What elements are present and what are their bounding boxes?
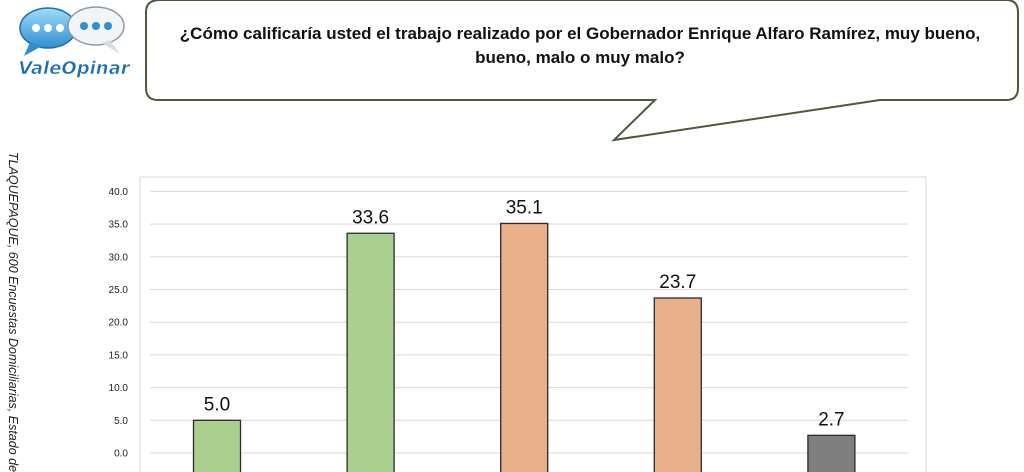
bar: [653, 297, 702, 472]
bar-value-label: 35.1: [506, 197, 543, 218]
survey-side-note: TLAQUEPAQUE, 600 Encuestas Domiciliarias…: [6, 152, 20, 472]
y-tick-label: 40.0: [109, 187, 129, 198]
y-tick-label: 5.0: [114, 416, 128, 427]
speech-bubble-outline: [145, 0, 1019, 142]
y-tick-label: 35.0: [109, 220, 129, 231]
y-axis-ticks: 0.0 5.0 10.0 15.0 20.0 25.0 30.0 35.0 40.0: [109, 187, 129, 460]
y-tick-label: 0.0: [114, 449, 128, 460]
chat-bubbles-icon: [19, 6, 125, 56]
speech-bubble: [145, 0, 1019, 142]
bar-value-label: 2.7: [818, 409, 844, 430]
bar: [192, 419, 242, 472]
valeopinar-logo: ValeOpinar: [18, 6, 131, 79]
bar: [346, 232, 395, 472]
bars: [192, 222, 856, 472]
y-tick-label: 20.0: [109, 318, 129, 329]
bar-value-label: 5.0: [204, 394, 230, 415]
data-labels: 5.0 33.6 35.1 23.7 2.7: [204, 197, 845, 430]
y-tick-label: 10.0: [109, 383, 129, 394]
y-tick-label: 15.0: [109, 350, 129, 361]
bar-value-label: 33.6: [352, 207, 389, 228]
plot-area-border: [139, 176, 927, 472]
y-tick-label: 25.0: [109, 285, 129, 296]
logo-wordmark: ValeOpinar: [18, 58, 130, 79]
question-text: ¿Cómo calificaría usted el trabajo reali…: [179, 24, 981, 67]
bar: [500, 222, 549, 472]
bar: [807, 434, 856, 472]
y-tick-label: 30.0: [109, 252, 129, 263]
bar-value-label: 23.7: [659, 272, 696, 293]
